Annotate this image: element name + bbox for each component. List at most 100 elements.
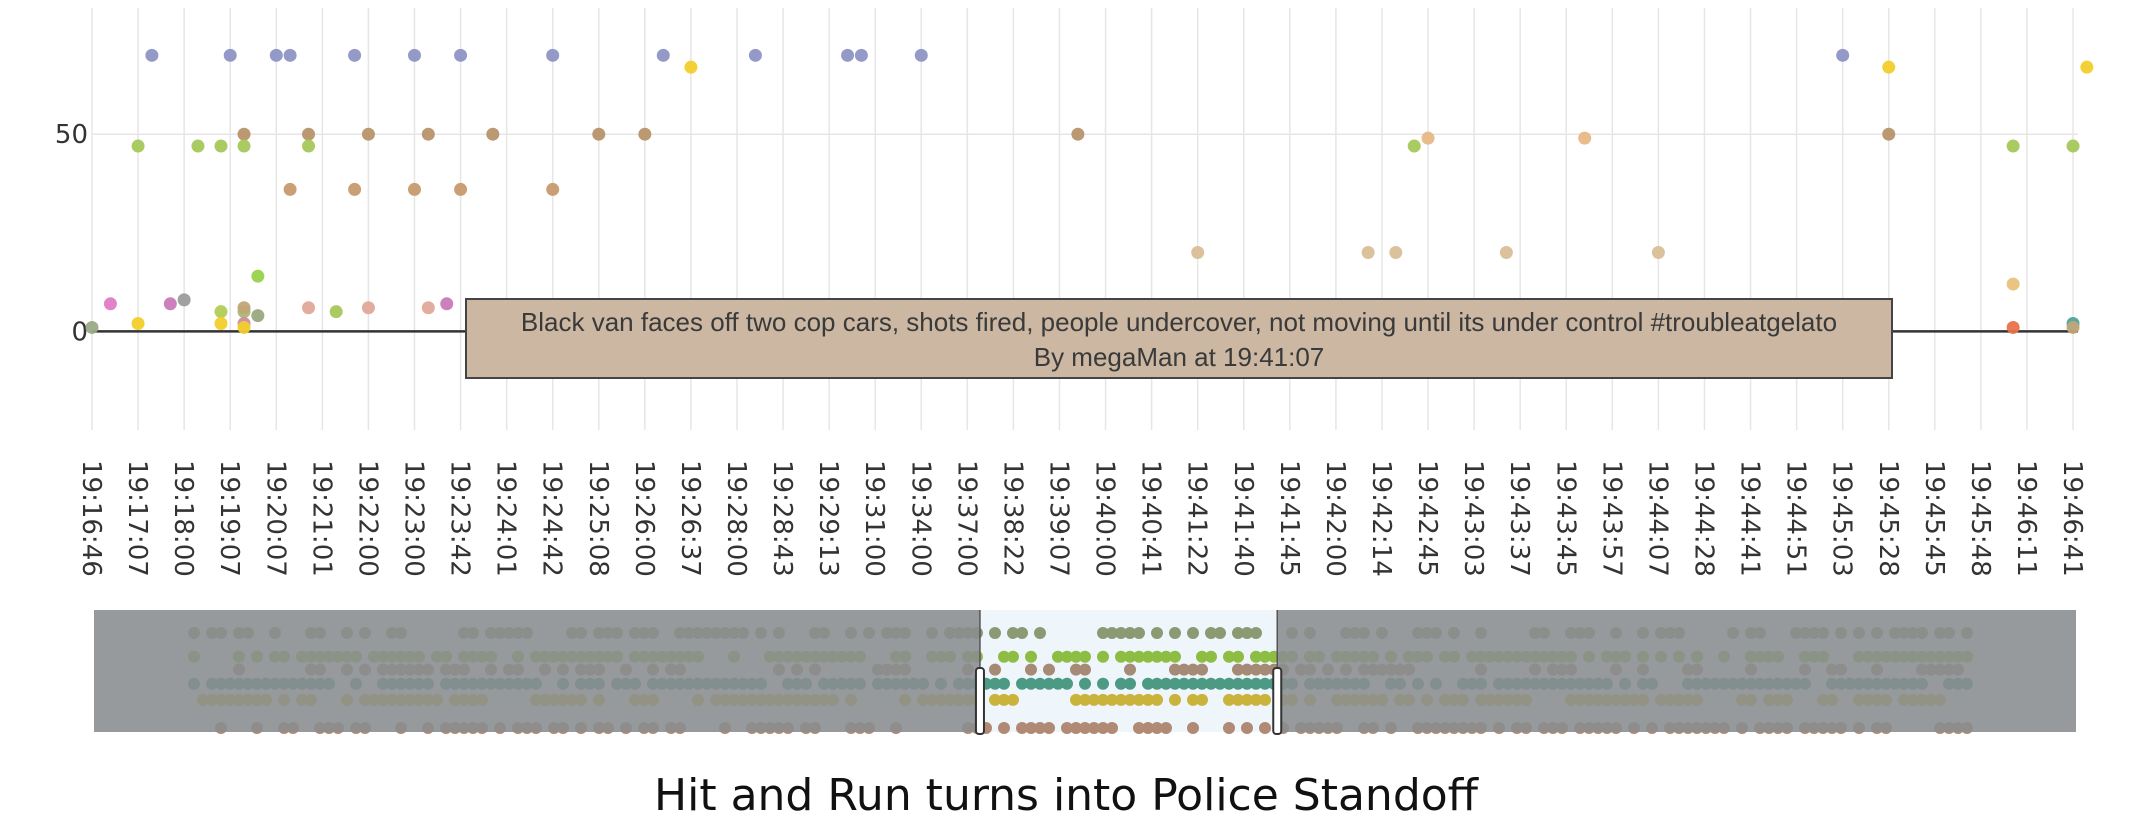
x-tick-label: 19:18:00	[168, 460, 198, 577]
data-point	[656, 48, 670, 62]
data-point	[407, 182, 421, 196]
range-slider-point	[1232, 650, 1244, 663]
range-slider-point	[1187, 663, 1199, 676]
range-slider-point	[1160, 722, 1172, 734]
x-tick-label: 19:44:07	[1642, 460, 1672, 577]
x-tick-label: 19:24:42	[537, 460, 567, 577]
range-slider-point	[1043, 663, 1055, 676]
range-slider-point	[1178, 663, 1190, 676]
y-tick-label: 50	[55, 120, 88, 150]
range-slider-point	[1061, 722, 1073, 734]
range-slider-point	[1115, 626, 1127, 639]
range-slider-point	[998, 650, 1010, 663]
x-tick-label: 19:38:22	[997, 460, 1027, 577]
data-point	[269, 48, 283, 62]
x-tick-label: 19:41:45	[1274, 460, 1304, 577]
range-slider-point	[1007, 626, 1019, 639]
range-slider-point	[1241, 693, 1253, 706]
data-point	[163, 297, 177, 311]
tooltip-text: Black van faces off two cop cars, shots …	[521, 307, 1837, 337]
range-slider-point	[1160, 677, 1172, 690]
range-slider-point	[1169, 626, 1181, 639]
data-point	[1389, 246, 1403, 260]
range-slider-point	[1205, 677, 1217, 690]
range-slider-point	[1124, 663, 1136, 676]
data-point	[103, 297, 117, 311]
data-point	[2006, 277, 2020, 291]
x-tick-label: 19:45:28	[1873, 460, 1903, 577]
data-point	[454, 182, 468, 196]
x-tick-label: 19:28:43	[767, 460, 797, 577]
data-point	[841, 48, 855, 62]
x-tick-label: 19:41:40	[1228, 460, 1258, 577]
range-slider-point	[1097, 722, 1109, 734]
x-tick-label: 19:40:41	[1136, 460, 1166, 577]
range-slider-point	[1025, 650, 1037, 663]
x-tick-label: 19:42:45	[1412, 460, 1442, 577]
range-slider-point	[1016, 626, 1028, 639]
data-point	[2006, 139, 2020, 153]
data-point	[1578, 131, 1592, 145]
data-point	[251, 269, 265, 283]
range-slider-point	[1151, 677, 1163, 690]
x-tick-label: 19:19:07	[214, 460, 244, 577]
range-slider-point	[1097, 677, 1109, 690]
data-point	[592, 127, 606, 141]
data-point	[145, 48, 159, 62]
data-point	[1882, 127, 1896, 141]
range-slider-point	[1061, 650, 1073, 663]
range-slider[interactable]	[94, 610, 2076, 735]
range-slider-handle-right[interactable]	[1272, 667, 1283, 735]
data-point	[283, 48, 297, 62]
data-point	[177, 293, 191, 307]
x-tick-label: 19:22:00	[352, 460, 382, 577]
range-slider-point	[1187, 626, 1199, 639]
range-slider-point	[1205, 650, 1217, 663]
range-slider-point	[1250, 650, 1262, 663]
x-tick-label: 19:37:00	[951, 460, 981, 577]
range-slider-point	[1088, 722, 1100, 734]
x-tick-label: 19:28:00	[721, 460, 751, 577]
data-point	[283, 182, 297, 196]
range-slider-point	[1007, 693, 1019, 706]
x-tick-label: 19:29:13	[813, 460, 843, 577]
data-point	[1071, 127, 1085, 141]
range-slider-point	[1097, 626, 1109, 639]
range-slider-point	[1124, 650, 1136, 663]
range-slider-point	[1079, 663, 1091, 676]
x-tick-label: 19:26:37	[675, 460, 705, 577]
range-slider-point	[1223, 693, 1235, 706]
range-slider-point	[1160, 650, 1172, 663]
range-slider-point	[1187, 677, 1199, 690]
data-point	[1361, 246, 1375, 260]
range-slider-point	[1241, 722, 1253, 734]
range-slider-point	[1070, 650, 1082, 663]
range-slider-point	[1034, 677, 1046, 690]
x-tick-label: 19:43:37	[1504, 460, 1534, 577]
range-slider-point	[1259, 722, 1271, 734]
range-slider-point	[1196, 677, 1208, 690]
data-point	[914, 48, 928, 62]
data-point	[854, 48, 868, 62]
range-slider-point	[1097, 693, 1109, 706]
range-slider-point	[989, 677, 1001, 690]
range-slider-point	[1151, 722, 1163, 734]
range-slider-point	[1223, 722, 1235, 734]
range-slider-point	[1025, 663, 1037, 676]
data-point	[421, 301, 435, 315]
range-slider-point	[1142, 722, 1154, 734]
x-tick-label: 19:39:07	[1043, 460, 1073, 577]
x-tick-label: 19:44:28	[1688, 460, 1718, 577]
data-point	[407, 48, 421, 62]
range-slider-point	[1097, 650, 1109, 663]
x-tick-label: 19:26:00	[629, 460, 659, 577]
range-slider-point	[1079, 722, 1091, 734]
x-tick-label: 19:42:14	[1366, 460, 1396, 577]
range-slider-point	[1016, 722, 1028, 734]
range-slider-point	[1133, 722, 1145, 734]
range-slider-handle-left[interactable]	[974, 667, 985, 735]
range-slider-point	[1196, 650, 1208, 663]
data-point	[348, 182, 362, 196]
data-point	[440, 297, 454, 311]
range-slider-point	[1052, 677, 1064, 690]
